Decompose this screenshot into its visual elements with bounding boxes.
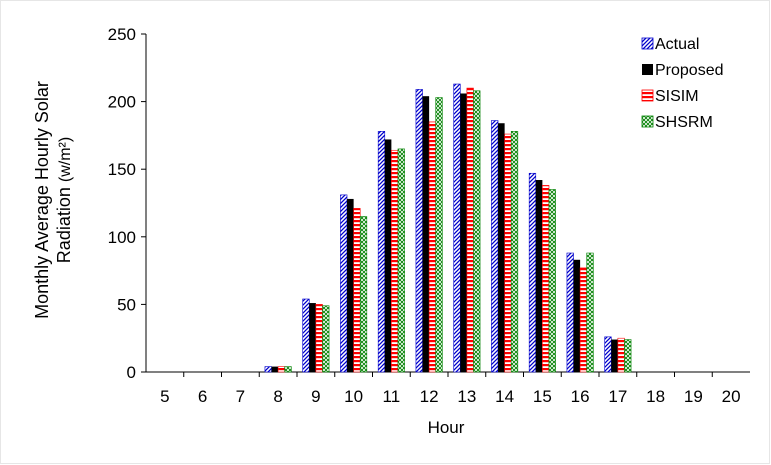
y-axis-label-line2: Radiation (w/m²) — [54, 137, 74, 263]
y-axis-label-quantity: Radiation — [54, 187, 74, 263]
bar-shsrm-14 — [510, 131, 519, 373]
x-tick-label: 15 — [533, 387, 552, 406]
bar-actual-10 — [340, 194, 348, 373]
bar-shsrm-13 — [473, 90, 481, 373]
bar-proposed-14 — [498, 123, 505, 373]
bar-actual-9 — [302, 298, 310, 373]
bar-shsrm-17 — [624, 339, 632, 373]
x-tick-label: 13 — [457, 387, 476, 406]
x-tick-label: 14 — [495, 387, 514, 406]
legend-label-actual: Actual — [655, 36, 699, 53]
legend-swatch-actual — [641, 37, 654, 50]
bar-sisim-14 — [504, 133, 512, 373]
x-tick-label: 19 — [684, 387, 703, 406]
legend-swatch-proposed — [642, 64, 653, 75]
bar-shsrm-12 — [435, 97, 443, 373]
y-tick-label: 100 — [108, 228, 136, 247]
x-tick-label: 12 — [420, 387, 439, 406]
bar-shsrm-11 — [397, 148, 405, 373]
x-tick-label: 9 — [311, 387, 320, 406]
legend-label-proposed: Proposed — [655, 62, 724, 79]
y-tick-label: 50 — [117, 295, 136, 314]
bar-sisim-10 — [353, 208, 361, 373]
y-tick-label: 150 — [108, 160, 136, 179]
x-tick-label: 8 — [273, 387, 282, 406]
x-tick-label: 18 — [646, 387, 665, 406]
y-axis-label-unit: (w/m²) — [57, 137, 74, 182]
bar-proposed-10 — [347, 198, 354, 372]
y-tick-label: 200 — [108, 93, 136, 112]
y-axis-label-line1: Monthly Average Hourly Solar — [32, 81, 52, 319]
bar-sisim-9 — [315, 304, 323, 373]
bar-proposed-16 — [573, 259, 581, 372]
bar-shsrm-10 — [359, 216, 368, 373]
x-tick-label: 11 — [383, 387, 401, 406]
bar-shsrm-9 — [322, 305, 330, 373]
legend: Actual Proposed SISIM SHSRM — [641, 36, 724, 131]
bar-actual-17 — [604, 336, 612, 373]
bar-actual-13 — [453, 83, 461, 373]
bar-actual-16 — [566, 252, 574, 373]
bar-sisim-16 — [579, 267, 588, 373]
x-tick-label: 5 — [160, 387, 169, 406]
bar-sisim-13 — [466, 87, 474, 373]
x-tick-label: 7 — [236, 387, 245, 406]
bar-actual-11 — [377, 131, 386, 373]
plot-area: 0 50 100 150 200 250 5 6 7 8 9 10 11 12 13 14 15 16 17 18 19… — [108, 25, 750, 406]
bar-proposed-8 — [271, 366, 279, 372]
legend-label-sisim: SISIM — [655, 88, 699, 105]
x-tick-label: 16 — [571, 387, 590, 406]
bar-sisim-8 — [277, 366, 286, 373]
y-axis-title: Monthly Average Hourly Solar Radiation (… — [32, 81, 74, 319]
legend-swatch-shsrm — [641, 115, 654, 128]
bar-shsrm-15 — [548, 189, 556, 373]
bar-proposed-9 — [309, 303, 316, 372]
legend-label-shsrm: SHSRM — [655, 114, 713, 131]
legend-swatch-sisim — [641, 89, 654, 102]
bar-actual-8 — [264, 366, 272, 373]
bar-actual-12 — [415, 89, 423, 373]
x-axis-title: Hour — [428, 418, 465, 437]
bar-proposed-17 — [611, 339, 618, 372]
bar-sisim-11 — [391, 149, 399, 373]
bar-proposed-15 — [535, 180, 543, 372]
bar-actual-15 — [528, 172, 537, 373]
y-tick-label: 250 — [108, 25, 136, 44]
bar-shsrm-16 — [586, 252, 594, 373]
x-tick-label: 6 — [198, 387, 207, 406]
y-tick-label: 0 — [127, 363, 136, 382]
bar-proposed-11 — [384, 139, 392, 372]
bar-actual-14 — [491, 120, 499, 373]
bar-proposed-12 — [422, 96, 430, 372]
bar-sisim-17 — [617, 337, 625, 373]
bar-sisim-15 — [542, 185, 550, 373]
bar-proposed-13 — [460, 93, 467, 372]
x-tick-label: 20 — [722, 387, 741, 406]
bar-sisim-12 — [428, 121, 437, 373]
x-tick-label: 17 — [608, 387, 627, 406]
bar-shsrm-8 — [284, 366, 292, 373]
x-tick-label: 10 — [344, 387, 363, 406]
